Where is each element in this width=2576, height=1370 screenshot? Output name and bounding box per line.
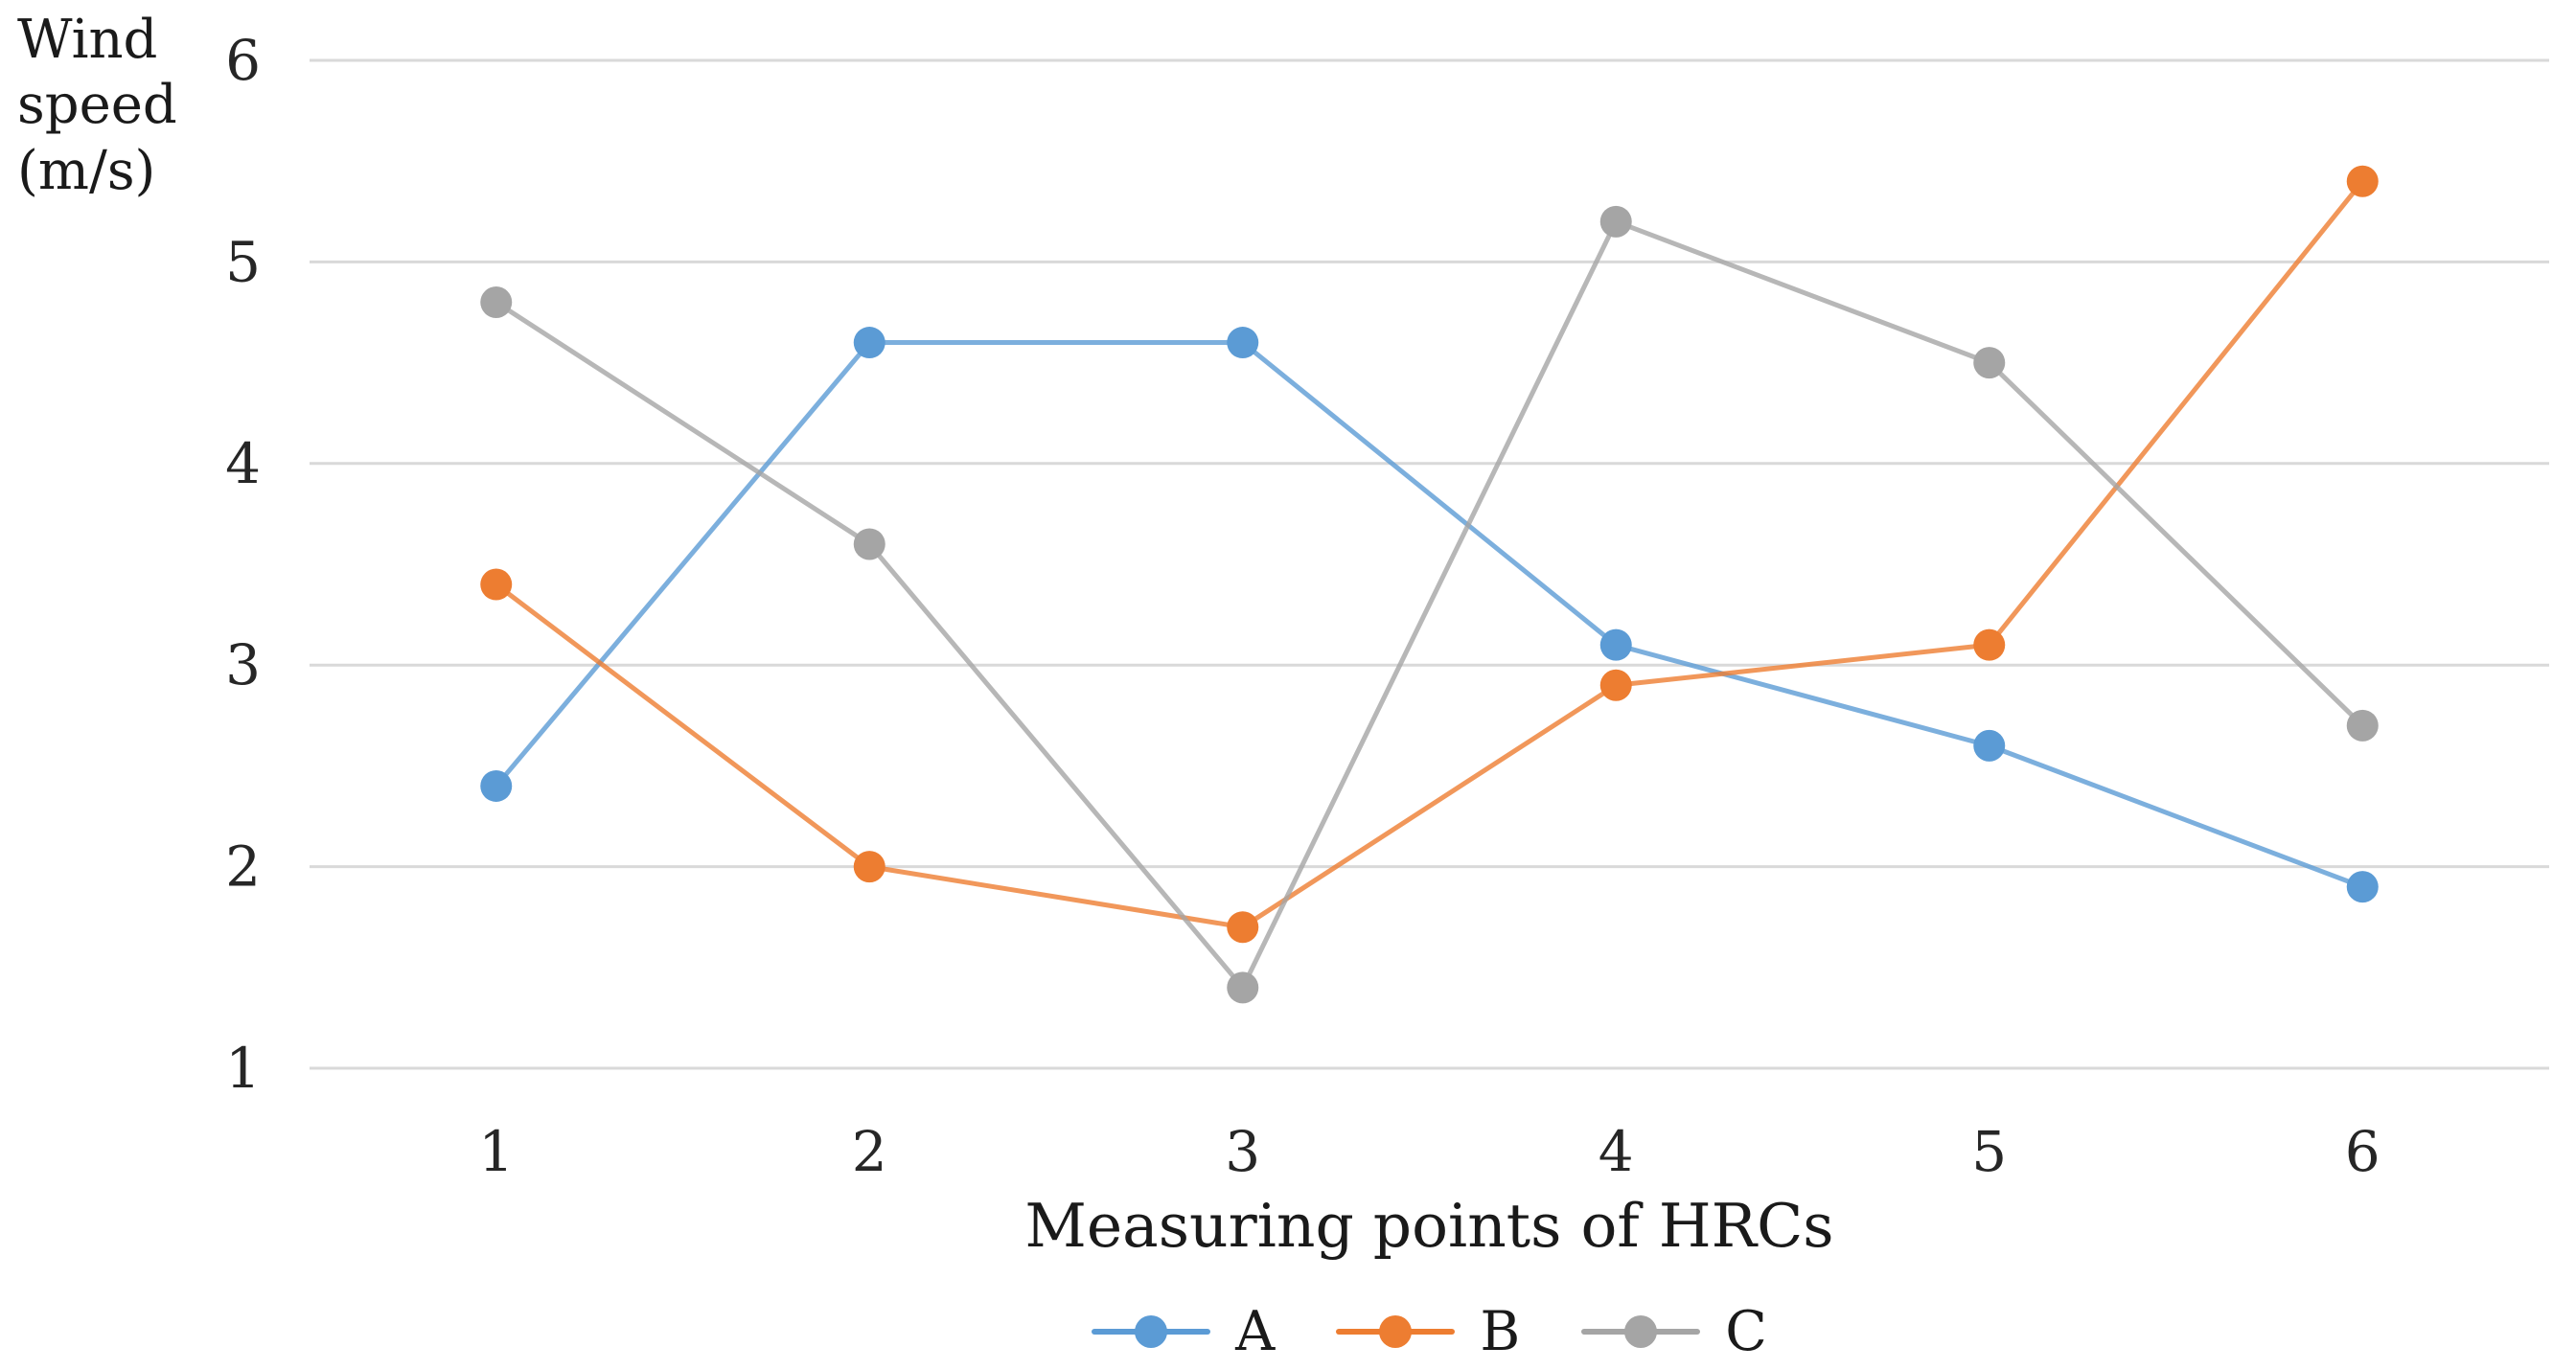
data-point-C-4 — [1599, 205, 1632, 238]
legend-item-c: C — [1581, 1300, 1767, 1363]
series-line-A — [494, 340, 2364, 889]
x-tick-label: 2 — [852, 1119, 887, 1184]
data-point-A-4 — [1599, 628, 1632, 661]
chart-legend: A B C — [310, 1293, 2549, 1370]
y-tick-label: 3 — [225, 632, 261, 697]
data-point-A-1 — [480, 769, 513, 802]
x-tick-label: 6 — [2345, 1119, 2380, 1184]
y-tick-label: 5 — [225, 229, 261, 294]
x-tick-label: 5 — [1971, 1119, 2007, 1184]
legend-label-c: C — [1725, 1300, 1767, 1363]
data-point-B-1 — [480, 568, 513, 601]
y-tick-label: 6 — [225, 28, 261, 93]
x-tick-label: 3 — [1225, 1119, 1260, 1184]
data-point-C-1 — [480, 285, 513, 318]
data-point-C-5 — [1973, 347, 2006, 379]
legend-item-a: A — [1092, 1300, 1275, 1363]
data-point-B-2 — [853, 851, 886, 883]
series-line-B — [494, 179, 2365, 930]
x-tick-label: 4 — [1598, 1119, 1634, 1184]
legend-label-b: B — [1480, 1300, 1521, 1363]
data-point-C-6 — [2346, 709, 2379, 742]
data-point-A-6 — [2346, 871, 2379, 903]
y-tick-label: 4 — [225, 431, 261, 496]
data-point-B-5 — [1973, 628, 2006, 661]
legend-marker-c-icon — [1581, 1313, 1701, 1351]
data-point-A-2 — [853, 327, 886, 359]
legend-label-a: A — [1235, 1300, 1276, 1363]
y-axis-title: Wind speed (m/s) — [17, 9, 177, 202]
data-point-B-3 — [1227, 911, 1259, 944]
data-point-A-5 — [1973, 729, 2006, 762]
y-tick-label: 1 — [225, 1036, 261, 1101]
series-line-C — [494, 218, 2364, 991]
x-tick-label: 1 — [478, 1119, 514, 1184]
legend-item-b: B — [1336, 1300, 1520, 1363]
data-point-B-4 — [1599, 669, 1632, 701]
y-tick-label: 2 — [225, 834, 261, 900]
x-axis-title: Measuring points of HRCs — [1024, 1191, 1834, 1261]
data-point-C-3 — [1227, 971, 1259, 1004]
data-point-A-3 — [1227, 327, 1259, 359]
data-point-C-2 — [853, 528, 886, 560]
data-point-B-6 — [2346, 165, 2379, 197]
legend-marker-b-icon — [1336, 1313, 1456, 1351]
legend-marker-a-icon — [1092, 1313, 1211, 1351]
